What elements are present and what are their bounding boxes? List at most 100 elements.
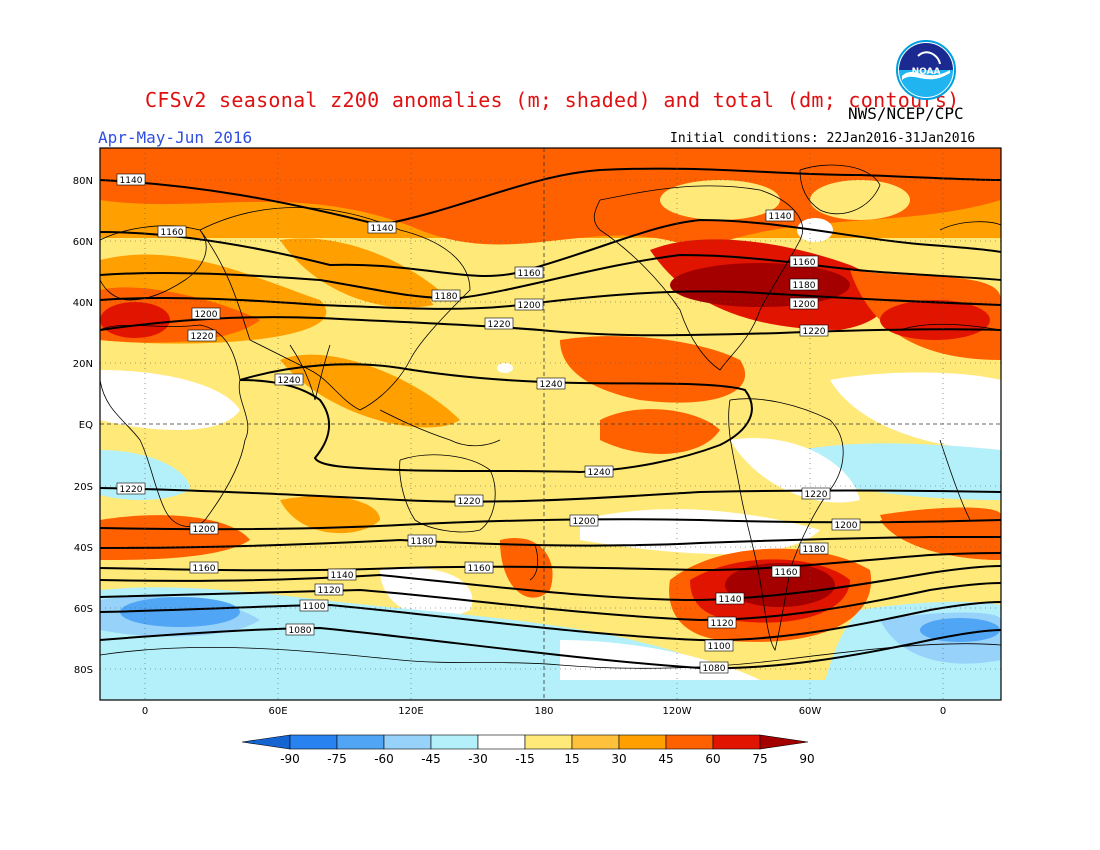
colorbar-segment: [477, 734, 526, 750]
contour-label: 1200: [191, 307, 221, 320]
colorbar-label: 90: [799, 752, 814, 766]
svg-text:1220: 1220: [120, 485, 143, 495]
contour-label: 1180: [789, 278, 819, 291]
colorbar-label: -75: [327, 752, 347, 766]
contour-label: 1120: [314, 583, 344, 596]
svg-text:1220: 1220: [805, 490, 828, 500]
colorbar-segment: [289, 734, 338, 750]
longitude-axis: 0 60E 120E 180 120W 60W 0: [142, 706, 946, 717]
svg-text:1100: 1100: [303, 602, 326, 612]
svg-text:1220: 1220: [458, 497, 481, 507]
contour-label: 1200: [569, 514, 599, 527]
season-label: Apr-May-Jun 2016: [98, 128, 253, 147]
contour-label: 1140: [367, 221, 397, 234]
colorbar-label: -60: [374, 752, 394, 766]
gridlines: [100, 148, 1001, 700]
svg-text:1180: 1180: [435, 292, 458, 302]
lat-label: 60S: [74, 604, 93, 615]
contour-label: 1160: [514, 266, 544, 279]
lat-label: 40S: [74, 543, 93, 554]
svg-text:1080: 1080: [289, 626, 312, 636]
svg-text:1180: 1180: [803, 545, 826, 555]
colorbar-segment: [571, 734, 620, 750]
svg-text:1160: 1160: [161, 228, 184, 238]
map-title: CFSv2 seasonal z200 anomalies (m; shaded…: [145, 88, 960, 112]
contour-label: 1200: [831, 518, 861, 531]
colorbar-label: -15: [515, 752, 535, 766]
colorbar-right-arrow: [759, 734, 809, 750]
contour-label: 1240: [274, 373, 304, 386]
lon-label: 180: [534, 706, 553, 717]
lon-label: 60W: [799, 706, 822, 717]
lat-label: 80S: [74, 665, 93, 676]
lat-label: 40N: [73, 298, 93, 309]
svg-text:1220: 1220: [803, 327, 826, 337]
svg-text:1120: 1120: [711, 619, 734, 629]
contour-label: 1160: [771, 565, 801, 578]
colorbar-segment: [524, 734, 573, 750]
svg-text:1080: 1080: [703, 664, 726, 674]
lat-label: 60N: [73, 237, 93, 248]
colorbar-segment: [665, 734, 714, 750]
lon-label: 0: [940, 706, 946, 717]
colorbar-label: -90: [280, 752, 300, 766]
contour-label: 1080: [699, 661, 729, 674]
logo-text: NOAA: [912, 67, 941, 77]
svg-text:1160: 1160: [793, 258, 816, 268]
contour-label: 1140: [327, 568, 357, 581]
svg-text:1120: 1120: [318, 586, 341, 596]
colorbar-segment: [336, 734, 385, 750]
svg-text:1140: 1140: [769, 212, 792, 222]
contour-label: 1180: [431, 289, 461, 302]
svg-text:1180: 1180: [411, 537, 434, 547]
lat-label: 80N: [73, 176, 93, 187]
contour-label: 1080: [285, 623, 315, 636]
colorbar-segment: [712, 734, 761, 750]
contour-label: 1200: [189, 522, 219, 535]
colorbar-label: -45: [421, 752, 441, 766]
contour-label: 1220: [454, 494, 484, 507]
svg-text:1220: 1220: [191, 332, 214, 342]
svg-text:1220: 1220: [488, 320, 511, 330]
lon-label: 0: [142, 706, 148, 717]
svg-text:1200: 1200: [193, 525, 216, 535]
contour-label: 1200: [514, 298, 544, 311]
svg-text:1160: 1160: [193, 564, 216, 574]
contour-label: 1160: [189, 561, 219, 574]
contour-label: 1120: [707, 616, 737, 629]
reference-lines: [100, 148, 1001, 700]
contour-label: 1140: [715, 592, 745, 605]
svg-text:1160: 1160: [775, 568, 798, 578]
agency-label: NWS/NCEP/CPC: [848, 104, 964, 123]
contour-label: 1160: [157, 225, 187, 238]
contour-label: 1200: [789, 297, 819, 310]
svg-text:1200: 1200: [518, 301, 541, 311]
contour-label: 1180: [407, 534, 437, 547]
contour-label: 1100: [704, 639, 734, 652]
svg-text:1160: 1160: [518, 269, 541, 279]
initial-conditions-label: Initial conditions: 22Jan2016-31Jan2016: [670, 131, 976, 146]
svg-text:1200: 1200: [573, 517, 596, 527]
contour-label: 1160: [789, 255, 819, 268]
svg-text:1100: 1100: [708, 642, 731, 652]
colorbar-label: -30: [468, 752, 488, 766]
colorbar-segment: [618, 734, 667, 750]
svg-text:1160: 1160: [468, 564, 491, 574]
colorbar-label: 30: [611, 752, 626, 766]
contour-label: 1140: [765, 209, 795, 222]
svg-text:1140: 1140: [331, 571, 354, 581]
lat-label: 20S: [74, 482, 93, 493]
colorbar: -90 -75 -60 -45 -30 -15 15 30 45 60 75 90: [241, 734, 815, 766]
noaa-logo: NOAA: [896, 40, 956, 100]
contour-label: 1160: [464, 561, 494, 574]
contour-label: 1240: [584, 465, 614, 478]
colorbar-label: 15: [564, 752, 579, 766]
lon-label: 120W: [663, 706, 692, 717]
svg-text:1200: 1200: [195, 310, 218, 320]
latitude-axis: 80N 60N 40N 20N EQ 20S 40S 60S 80S: [73, 176, 93, 676]
contour-label: 1220: [116, 482, 146, 495]
colorbar-label: 75: [752, 752, 767, 766]
colorbar-label: 60: [705, 752, 720, 766]
contour-label: 1220: [187, 329, 217, 342]
